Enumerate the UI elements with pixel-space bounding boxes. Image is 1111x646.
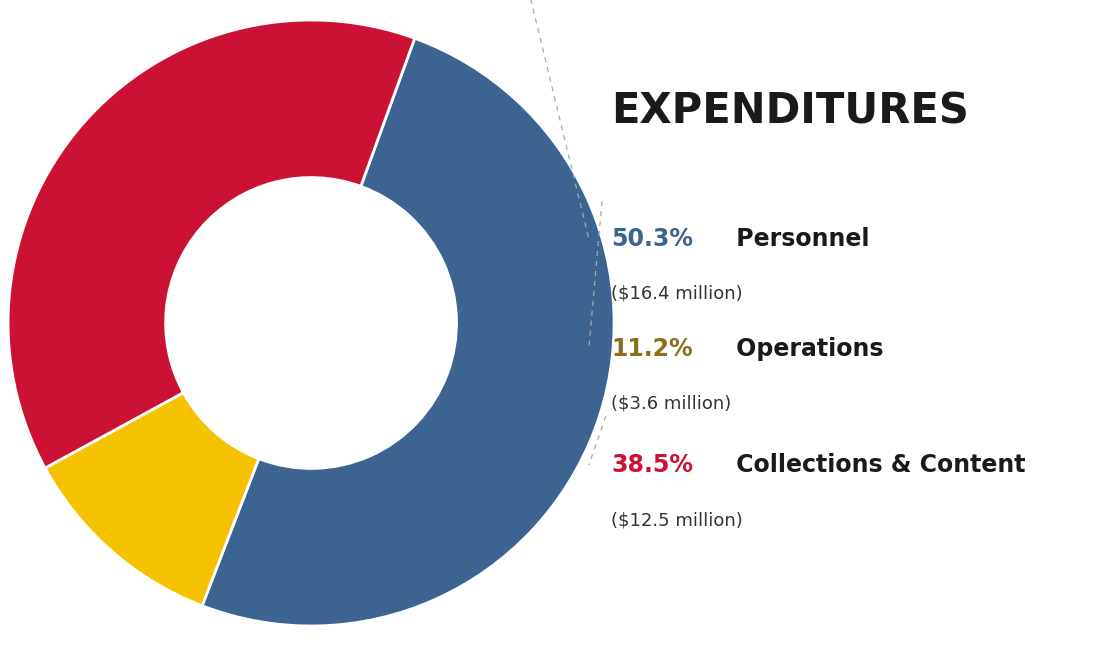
Text: 38.5%: 38.5% bbox=[611, 453, 693, 477]
Text: EXPENDITURES: EXPENDITURES bbox=[611, 90, 969, 132]
Text: Personnel: Personnel bbox=[728, 227, 869, 251]
Text: Collections & Content: Collections & Content bbox=[728, 453, 1025, 477]
Text: ($3.6 million): ($3.6 million) bbox=[611, 395, 731, 413]
Text: 50.3% Personnel: 50.3% Personnel bbox=[611, 227, 834, 251]
Wedge shape bbox=[46, 393, 259, 606]
Text: ($12.5 million): ($12.5 million) bbox=[611, 511, 743, 529]
Text: ($16.4 million): ($16.4 million) bbox=[611, 285, 742, 303]
Text: 11.2%: 11.2% bbox=[611, 337, 692, 361]
Text: 11.2% Operations: 11.2% Operations bbox=[611, 337, 848, 361]
Text: 38.5% Collections & Content: 38.5% Collections & Content bbox=[611, 453, 991, 477]
Text: 50.3%: 50.3% bbox=[611, 227, 693, 251]
Wedge shape bbox=[202, 38, 614, 626]
Wedge shape bbox=[8, 20, 414, 468]
Text: Operations: Operations bbox=[728, 337, 883, 361]
